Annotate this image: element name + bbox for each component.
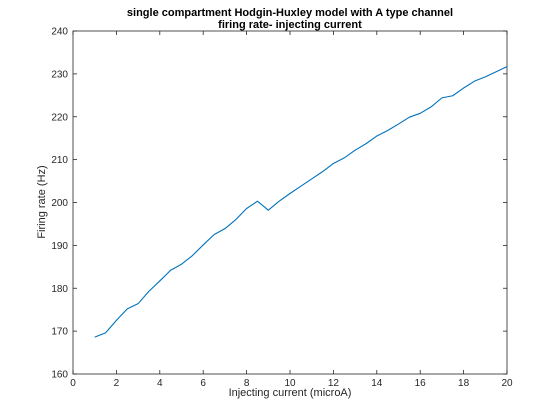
x-tick-label: 0	[70, 378, 76, 389]
y-tick-label: 200	[51, 198, 68, 209]
y-tick-label: 220	[51, 112, 68, 123]
chart-title: single compartment Hodgin-Huxley model w…	[127, 7, 453, 19]
y-tick-label: 170	[51, 327, 68, 338]
x-tick-label: 4	[157, 378, 163, 389]
x-axis-label: Injecting current (microA)	[229, 387, 352, 399]
x-tick-label: 16	[415, 378, 427, 389]
x-tick-label: 20	[501, 378, 513, 389]
x-tick-label: 12	[328, 378, 340, 389]
y-axis: 160 170 180 190 200 210 220 230 240	[51, 27, 507, 381]
series-layer	[94, 66, 508, 338]
x-tick-label: 14	[371, 378, 383, 389]
x-tick-label: 6	[200, 378, 206, 389]
y-axis-label: Firing rate (Hz)	[36, 165, 48, 238]
x-tick-label: 10	[284, 378, 296, 389]
x-tick-label: 2	[114, 378, 120, 389]
x-tick-label: 8	[244, 378, 250, 389]
y-tick-label: 180	[51, 284, 68, 295]
x-tick-label: 18	[458, 378, 470, 389]
data-line	[94, 66, 508, 338]
y-tick-label: 230	[51, 69, 68, 80]
chart-subtitle: firing rate- injecting current	[218, 19, 362, 31]
y-tick-label: 160	[51, 370, 68, 381]
y-tick-label: 240	[51, 27, 68, 38]
y-tick-label: 210	[51, 155, 68, 166]
plot-area	[72, 30, 508, 375]
y-tick-label: 190	[51, 241, 68, 252]
x-axis: 0 2 4 6 8 10 12 14 16 18 20	[70, 31, 513, 389]
